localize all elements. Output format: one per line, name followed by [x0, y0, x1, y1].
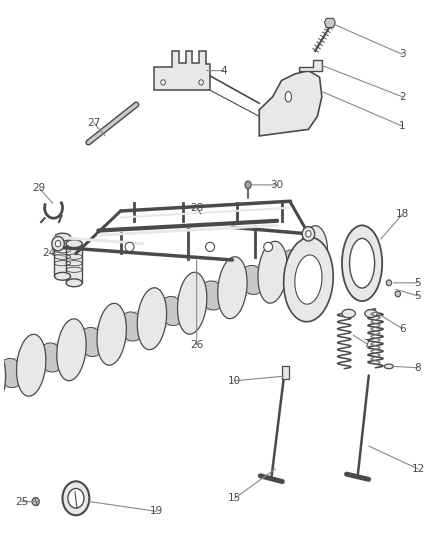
Text: 12: 12	[411, 464, 424, 474]
Ellipse shape	[0, 350, 6, 411]
Ellipse shape	[120, 312, 144, 341]
Ellipse shape	[159, 296, 184, 326]
Text: 5: 5	[415, 291, 421, 301]
Ellipse shape	[17, 334, 46, 396]
Polygon shape	[66, 244, 82, 283]
Ellipse shape	[57, 319, 86, 381]
Ellipse shape	[54, 272, 71, 280]
Text: 5: 5	[415, 278, 421, 288]
Ellipse shape	[365, 310, 377, 318]
Ellipse shape	[0, 359, 24, 387]
Text: 26: 26	[190, 340, 203, 350]
Text: 18: 18	[396, 209, 409, 219]
Ellipse shape	[218, 257, 247, 319]
Text: 15: 15	[228, 493, 241, 503]
Ellipse shape	[285, 92, 291, 102]
Text: 10: 10	[228, 376, 241, 386]
Ellipse shape	[66, 240, 82, 247]
Ellipse shape	[205, 243, 215, 252]
Text: 3: 3	[399, 49, 406, 59]
Text: 27: 27	[87, 118, 100, 128]
Ellipse shape	[298, 226, 328, 288]
Ellipse shape	[54, 233, 71, 241]
Ellipse shape	[386, 280, 392, 286]
Ellipse shape	[68, 488, 84, 508]
Text: 24: 24	[42, 248, 56, 259]
Ellipse shape	[395, 291, 400, 297]
Text: 2: 2	[399, 92, 406, 102]
Ellipse shape	[245, 181, 251, 189]
Text: 25: 25	[16, 497, 29, 506]
Ellipse shape	[280, 250, 305, 279]
Ellipse shape	[385, 364, 393, 369]
Ellipse shape	[161, 80, 166, 85]
Text: 29: 29	[32, 183, 46, 193]
Ellipse shape	[350, 238, 374, 288]
Ellipse shape	[295, 255, 322, 304]
Ellipse shape	[97, 303, 127, 365]
Ellipse shape	[79, 327, 104, 357]
Ellipse shape	[177, 272, 207, 334]
Ellipse shape	[342, 225, 382, 301]
Ellipse shape	[63, 481, 89, 515]
Text: 1: 1	[399, 121, 406, 131]
Text: 30: 30	[271, 180, 284, 190]
Ellipse shape	[240, 265, 265, 295]
Ellipse shape	[264, 243, 272, 252]
Ellipse shape	[258, 241, 287, 303]
Polygon shape	[154, 51, 210, 90]
Text: 4: 4	[220, 66, 227, 76]
Ellipse shape	[302, 227, 314, 241]
Text: 28: 28	[190, 203, 203, 213]
Polygon shape	[300, 60, 322, 71]
Ellipse shape	[39, 343, 64, 372]
Text: 6: 6	[399, 324, 406, 334]
Ellipse shape	[32, 498, 39, 505]
Ellipse shape	[342, 309, 355, 318]
Ellipse shape	[52, 237, 64, 251]
Polygon shape	[54, 237, 71, 276]
Ellipse shape	[199, 80, 203, 85]
Ellipse shape	[55, 240, 61, 247]
Text: 19: 19	[150, 506, 163, 516]
Text: 8: 8	[415, 362, 421, 373]
Polygon shape	[259, 71, 322, 136]
Polygon shape	[325, 19, 335, 28]
Ellipse shape	[137, 288, 166, 350]
Text: 7: 7	[363, 338, 370, 349]
Ellipse shape	[306, 231, 311, 237]
Ellipse shape	[66, 279, 82, 287]
Ellipse shape	[200, 281, 225, 310]
Ellipse shape	[125, 243, 134, 252]
Ellipse shape	[284, 237, 333, 322]
Polygon shape	[282, 366, 289, 379]
Ellipse shape	[0, 365, 3, 396]
